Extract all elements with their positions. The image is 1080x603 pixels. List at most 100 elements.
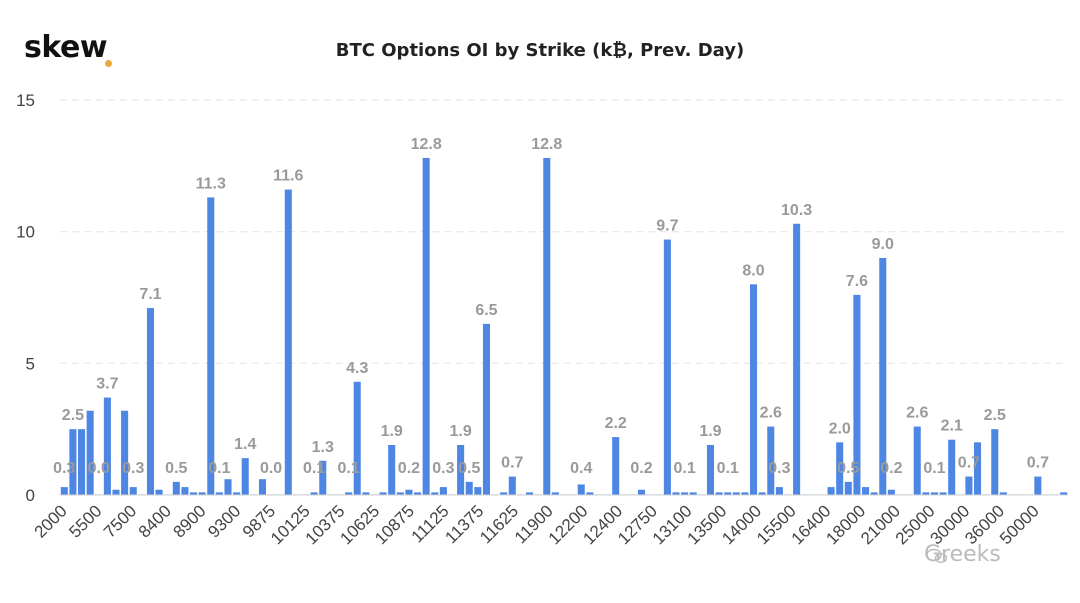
y-axis-ticks: 0 5 10 15 [16,91,35,505]
bar [431,492,439,495]
bar [638,489,646,495]
data-label: 1.3 [312,439,334,456]
brand-logo-dot [105,60,112,67]
bar [258,479,266,495]
bar [215,492,223,495]
data-label: 0.1 [208,460,230,477]
data-label: 2.0 [829,420,851,437]
bar [129,487,137,495]
y-tick-label: 10 [16,223,35,242]
bar [922,492,930,495]
bar [474,487,482,495]
data-label: 0.4 [570,460,592,477]
x-tick-label: 5500 [65,501,105,541]
bar [353,381,361,495]
bar [121,410,129,495]
y-tick-label: 0 [26,486,35,505]
data-labels: 0.32.50.03.70.37.10.511.30.11.40.011.61.… [53,136,1049,477]
bar [586,492,594,495]
bar [612,437,620,495]
data-label: 0.1 [717,460,739,477]
bar [991,429,999,495]
bar [319,460,327,495]
bar [388,444,396,495]
brand-name: skew [24,30,108,65]
data-label: 2.2 [605,415,627,432]
bar [155,489,163,495]
data-label: 11.6 [273,168,303,185]
data-label: 12.8 [411,136,442,153]
data-label: 3.7 [96,376,118,393]
data-label: 0.5 [165,460,187,477]
bar [827,487,835,495]
bar [422,157,430,495]
bar [706,444,714,495]
bar [974,442,982,495]
bar [78,429,86,495]
bar [689,492,697,495]
data-label: 1.9 [381,423,403,440]
bar [284,189,292,496]
bar [379,492,387,495]
x-tick-label: 50000 [996,501,1043,548]
data-label: 0.0 [88,460,110,477]
bar [414,492,422,495]
x-tick-label: 8900 [170,501,210,541]
data-label: 9.7 [656,218,678,235]
data-label: 0.3 [122,460,144,477]
bar [69,429,77,495]
bar [1060,492,1068,495]
x-tick-label: 2000 [31,501,71,541]
bar [103,397,111,495]
data-label: 11.3 [196,175,226,192]
bar [999,492,1007,495]
data-label: 10.3 [781,202,812,219]
bar [500,492,508,495]
gridlines [60,99,1068,364]
bar [741,492,749,495]
bar [577,484,585,495]
bar [345,492,353,495]
y-tick-label: 15 [16,91,35,110]
bar [198,492,206,495]
bar [844,481,852,495]
bar [681,492,689,495]
data-label: 0.2 [630,460,652,477]
data-label: 0.2 [398,460,420,477]
chart-title: BTC Options OI by Strike (k₿, Prev. Day) [335,40,745,61]
bar [965,476,973,495]
bar [405,489,413,495]
bar [465,481,473,495]
bar [879,258,887,495]
data-label: 2.6 [760,405,782,422]
x-tick-label: 11375 [441,501,487,547]
data-label: 0.1 [337,460,359,477]
bar [724,492,732,495]
bar [543,157,551,495]
bar [60,487,68,495]
bar [482,323,490,495]
bar [233,492,241,495]
data-label: 0.0 [260,460,282,477]
data-label: 0.7 [501,455,523,472]
watermark-text: Greeks [924,542,1001,567]
x-tick-label: 8400 [135,501,175,541]
bar [715,492,723,495]
bar [767,426,775,495]
bar [732,492,740,495]
bar [793,223,801,495]
bar [672,492,680,495]
bar [112,489,120,495]
bar [362,492,370,495]
bars [60,157,1068,496]
bar [181,487,189,495]
bar [1034,476,1042,495]
bar [750,284,758,495]
x-tick-label: 11625 [476,501,522,547]
data-label: 0.3 [53,460,75,477]
bar [775,487,783,495]
data-label: 7.1 [139,286,161,303]
bar [870,492,878,495]
x-axis-ticks: 2000550075008400890093009875101251037510… [31,501,1043,548]
